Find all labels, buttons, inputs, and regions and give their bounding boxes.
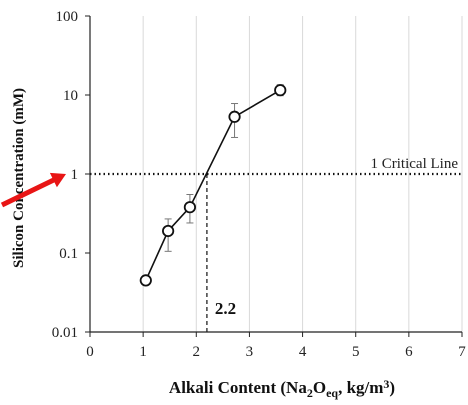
annotations: 1 Critical Line 2.2 xyxy=(215,156,458,318)
data-point xyxy=(274,84,287,97)
y-tick-label: 0.01 xyxy=(52,325,78,341)
data-point xyxy=(139,274,152,287)
x-axis-title-part: eq xyxy=(326,386,338,400)
y-tick-label: 0.1 xyxy=(59,246,78,262)
x-axis-title-part: 3 xyxy=(383,377,389,391)
x-tick-label: 7 xyxy=(458,344,466,360)
data-point xyxy=(162,224,175,238)
series-line-0 xyxy=(145,89,281,281)
axes xyxy=(85,15,463,337)
error-bars xyxy=(164,84,284,252)
x-axis-title-part: , kg/m xyxy=(338,378,383,397)
threshold-label: 2.2 xyxy=(215,299,236,318)
x-axis-title-part: Alkali Content (Na xyxy=(169,378,307,397)
x-tick-label: 0 xyxy=(86,344,94,360)
red-arrow-icon xyxy=(0,172,66,208)
y-tick-label: 10 xyxy=(63,88,78,104)
critical-line-label: 1 Critical Line xyxy=(371,156,459,172)
x-tick-labels: 0 1 2 3 4 5 6 7 xyxy=(86,344,466,360)
x-tick-label: 2 xyxy=(193,344,201,360)
x-tick-label: 5 xyxy=(352,344,360,360)
series-line xyxy=(145,89,281,281)
y-tick-label: 1 xyxy=(71,167,79,183)
x-axis-title-part: ) xyxy=(389,378,395,397)
x-axis-title: Alkali Content (Na2Oeq, kg/m3) xyxy=(169,377,395,399)
y-axis-title: Silicon Concentration (mM) xyxy=(11,88,27,268)
x-tick-label: 4 xyxy=(299,344,307,360)
x-axis-title-part: 2 xyxy=(307,386,313,400)
x-tick-label: 1 xyxy=(139,344,147,360)
data-points xyxy=(139,84,287,287)
x-tick-label: 3 xyxy=(246,344,254,360)
data-point xyxy=(228,110,241,123)
reference-lines xyxy=(90,172,462,332)
data-point xyxy=(183,201,197,214)
y-tick-labels: 0.01 0.1 1 10 100 xyxy=(52,9,78,341)
y-tick-label: 100 xyxy=(56,9,79,25)
x-axis-title-part: O xyxy=(313,378,326,397)
x-tick-label: 6 xyxy=(405,344,413,360)
